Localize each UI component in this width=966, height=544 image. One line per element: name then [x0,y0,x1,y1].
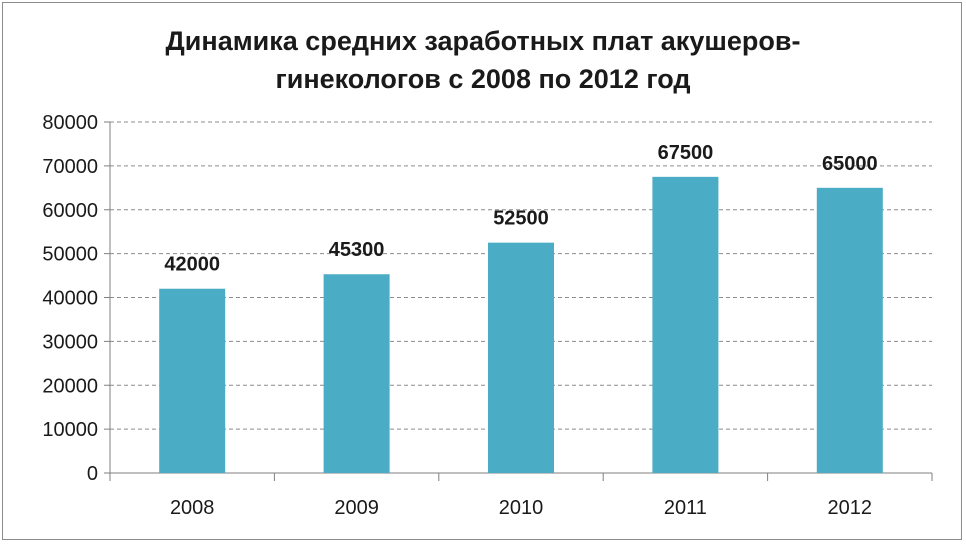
x-tick-label: 2009 [334,497,379,519]
bar-data-label: 52500 [493,208,549,230]
y-tick-label: 60000 [42,200,98,222]
chart-title-line-1: Динамика средних заработных плат акушеро… [165,26,801,56]
x-tick-label: 2008 [170,497,215,519]
x-tick-label: 2011 [664,497,707,519]
bar [159,288,226,473]
chart-title-line-2: гинекологов с 2008 по 2012 год [275,64,691,94]
bar-data-label: 42000 [164,254,220,276]
bar-data-label: 67500 [658,142,714,164]
bar [323,274,390,473]
y-tick-label: 10000 [42,419,98,441]
bar [652,176,719,473]
x-tick-label: 2012 [828,497,873,519]
bar [816,187,883,473]
y-tick-label: 50000 [42,244,98,266]
y-tick-label: 40000 [42,288,98,310]
x-tick-label: 2010 [499,497,544,519]
y-tick-label: 80000 [42,112,98,134]
bar-data-label: 65000 [822,153,878,175]
y-tick-label: 30000 [42,331,98,353]
y-tick-label: 0 [87,463,98,485]
bar [488,242,554,473]
chart-title: Динамика средних заработных плат акушеро… [0,22,966,98]
bar-data-label: 45300 [329,239,385,261]
y-tick-label: 20000 [42,375,98,397]
y-tick-label: 70000 [42,156,98,178]
